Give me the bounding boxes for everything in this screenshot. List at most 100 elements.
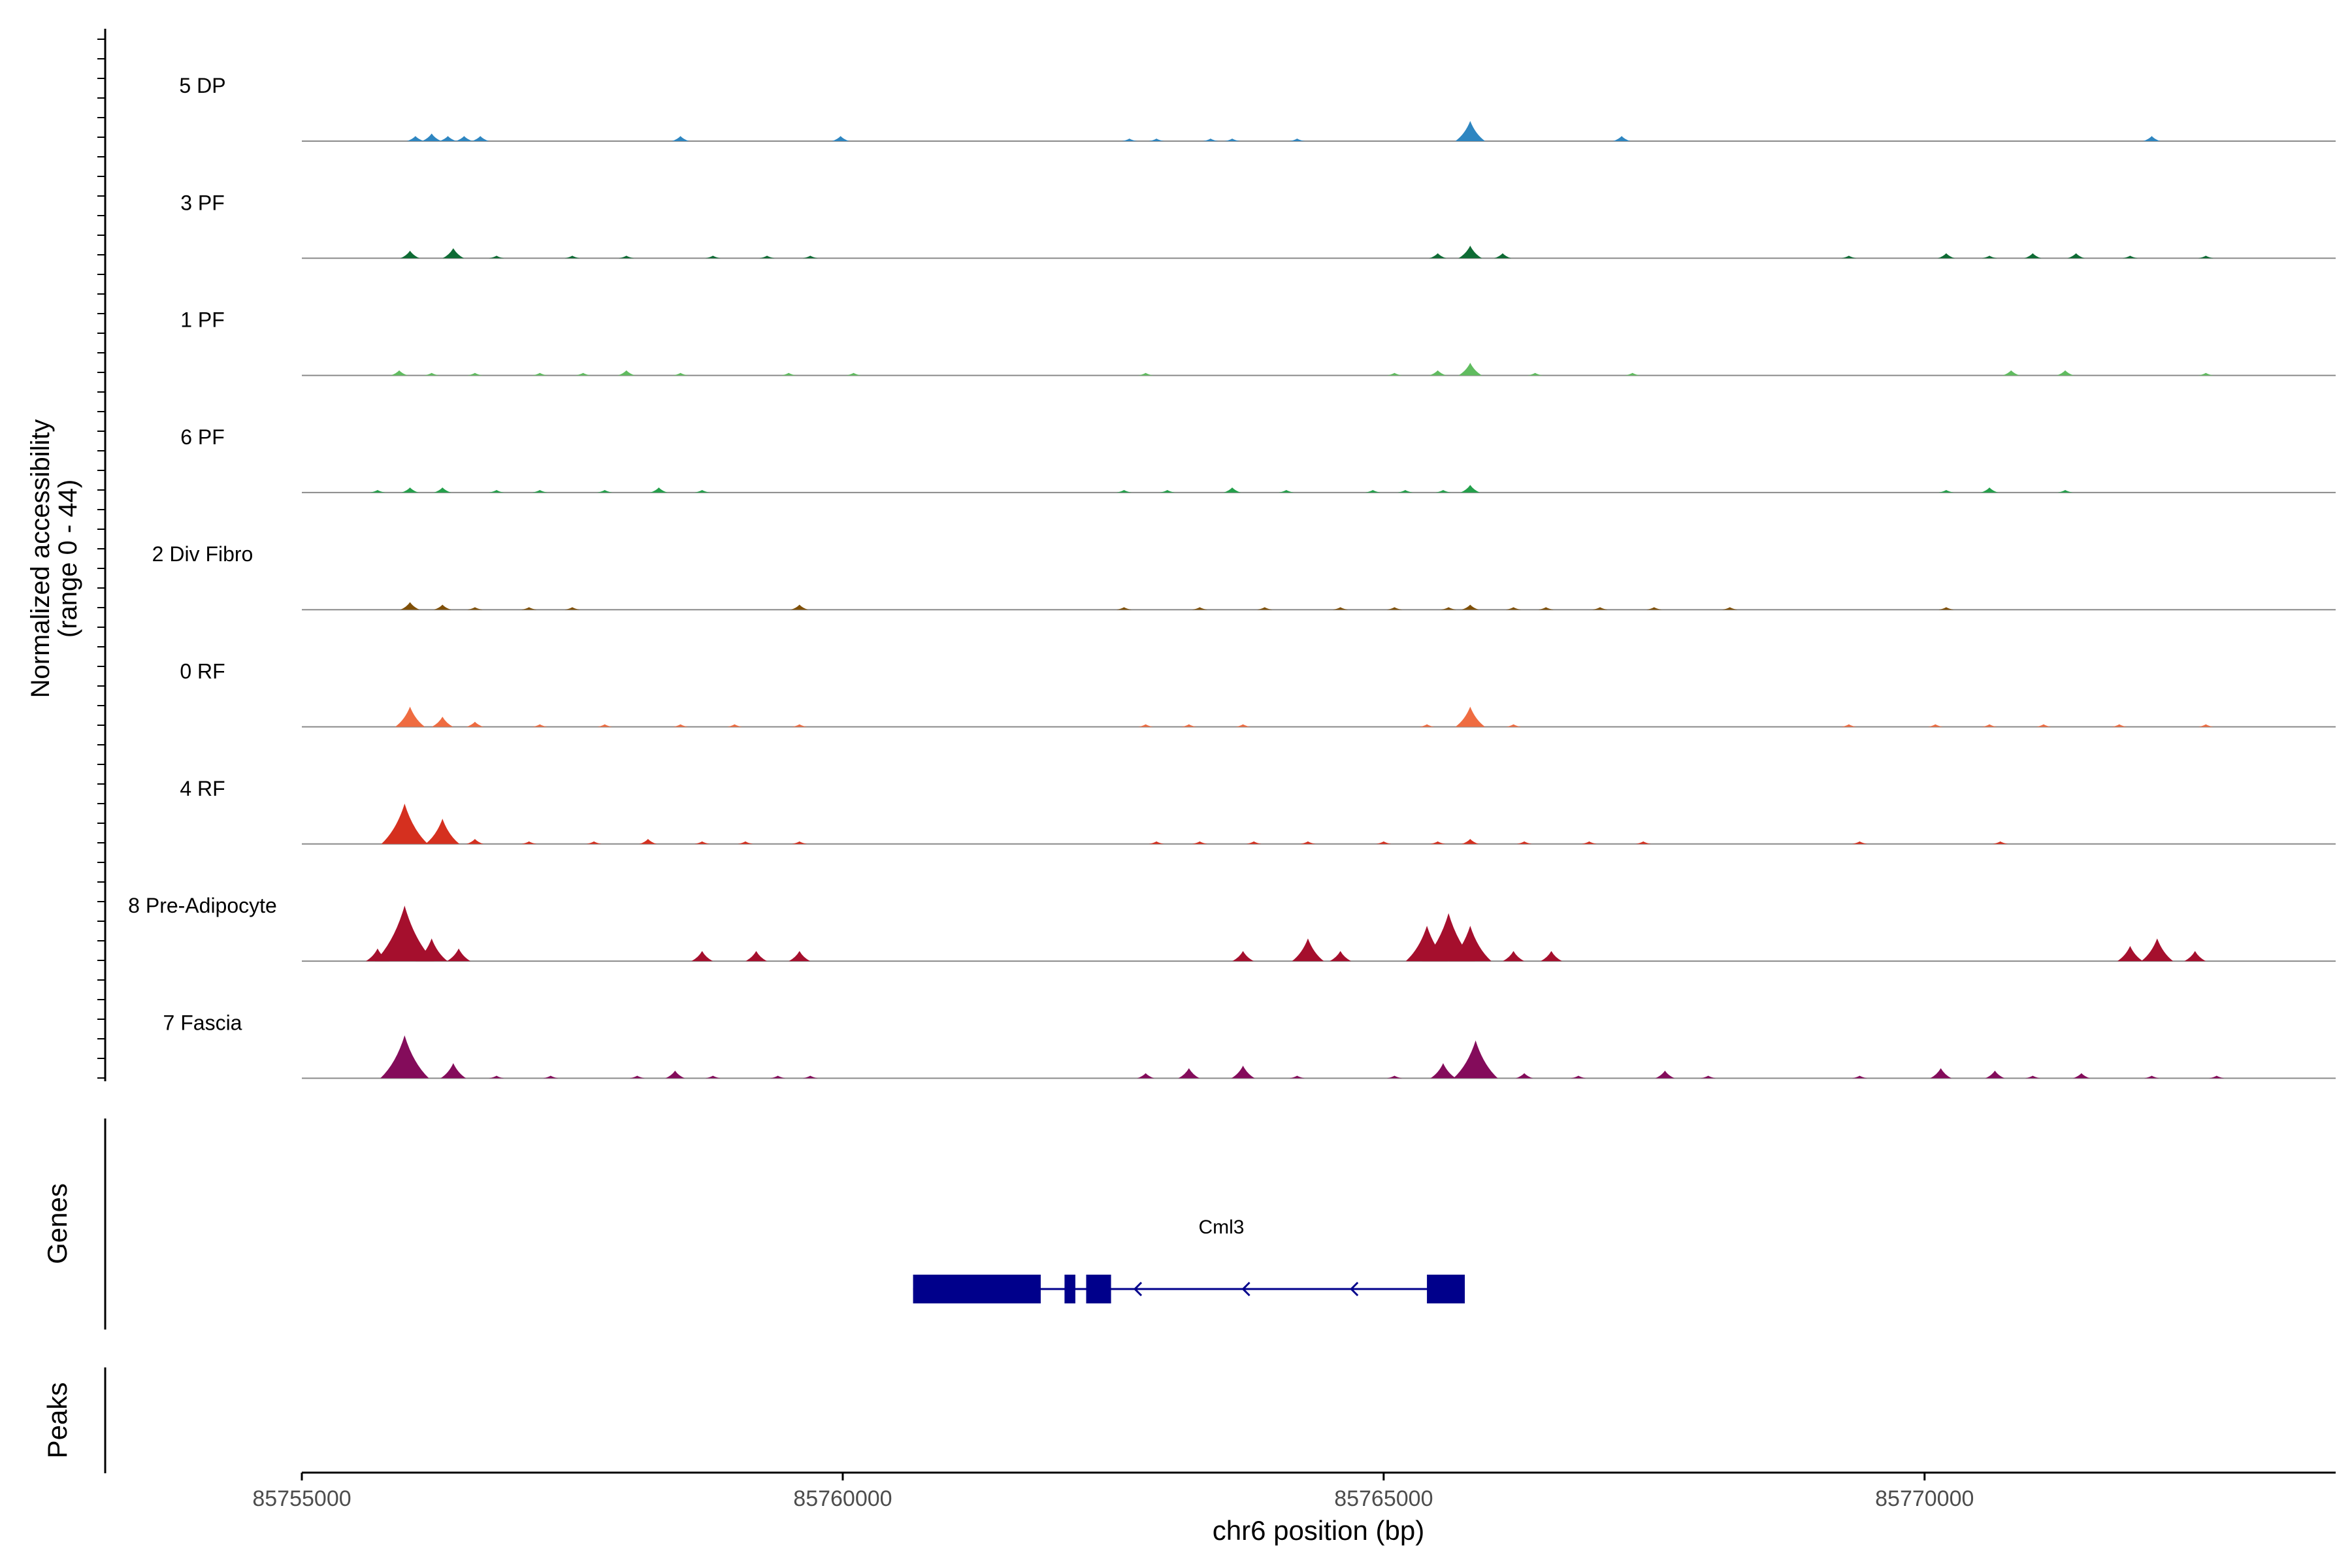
coverage-peak [619, 255, 634, 259]
coverage-peak [2184, 951, 2206, 962]
track-label: 5 DP [179, 74, 225, 97]
gene-exon [1427, 1275, 1465, 1303]
coverage-peak [727, 724, 742, 727]
coverage-peak [1938, 490, 1954, 493]
coverage-peak [1160, 490, 1175, 493]
coverage-peak [1982, 724, 1997, 727]
coverage-peak [1192, 607, 1207, 610]
coverage-peak [1516, 841, 1532, 844]
coverage-peak [1149, 139, 1164, 141]
coverage-peak [705, 255, 721, 259]
peaks-label: Peaks [42, 1382, 73, 1459]
coverage-peak [1841, 724, 1857, 727]
strand-arrow [1133, 1281, 1143, 1297]
x-tick-label: 85760000 [793, 1486, 892, 1511]
coverage-peak [1985, 1070, 2005, 1079]
genes-label: Genes [42, 1183, 73, 1264]
coverage-peak [400, 250, 420, 259]
track-1-pf: 1 PF [180, 308, 2336, 376]
gene-exon [1086, 1275, 1111, 1303]
coverage-peak [639, 839, 657, 844]
coverage-peak [1330, 951, 1352, 962]
coverage-peak [466, 721, 484, 727]
coverage-peak [1289, 139, 1305, 141]
coverage-peak [802, 1075, 818, 1079]
coverage-peak [543, 1075, 559, 1079]
track-label: 4 RF [180, 777, 225, 800]
coverage-peak [781, 372, 796, 376]
coverage-peak [1419, 724, 1435, 727]
x-axis-label: chr6 position (bp) [1213, 1515, 1425, 1546]
coverage-peak [1458, 245, 1482, 259]
coverage-peak [440, 1063, 466, 1079]
coverage-peak [1541, 951, 1562, 962]
coverage-peak [597, 490, 613, 493]
x-axis-ticks: 85755000 85760000 85765000 85770000 [252, 1473, 1974, 1511]
coverage-peak [2112, 724, 2127, 727]
y-axis-label-line2: (range 0 - 44) [54, 480, 82, 638]
coverage-peak [532, 490, 547, 493]
coverage-peak [1655, 1070, 1675, 1079]
track-7-fascia: 7 Fascia [163, 1011, 2336, 1079]
coverage-peak [489, 255, 504, 259]
coverage-peak [1192, 841, 1207, 844]
coverage-peak [1460, 485, 1480, 493]
coverage-peak [845, 372, 862, 376]
coverage-peak [650, 487, 668, 493]
gene-exon [1064, 1275, 1075, 1303]
coverage-peak [1571, 1075, 1586, 1079]
coverage-peak [770, 1075, 786, 1079]
coverage-peak [424, 372, 440, 376]
coverage-peak [1223, 487, 1241, 493]
coverage-peak [447, 948, 471, 962]
coverage-peak [1231, 1066, 1255, 1079]
track-2-div-fibro: 2 Div Fibro [152, 542, 2336, 611]
track-3-pf: 3 PF [180, 191, 2336, 259]
coverage-peak [1852, 841, 1868, 844]
coverage-tracks: 5 DP 3 PF 1 PF 6 PF 2 Div Fibro 0 RF 4 RF 8 Pre… [128, 74, 2336, 1079]
coverage-peak [400, 602, 420, 610]
coverage-peak [1581, 841, 1597, 844]
coverage-peak [434, 487, 451, 493]
track-label: 1 PF [180, 308, 225, 332]
coverage-peak [2122, 255, 2138, 259]
coverage-peak [1701, 1075, 1716, 1079]
coverage-peak [1149, 841, 1164, 844]
coverage-peak [1365, 490, 1380, 493]
coverage-peak [390, 370, 408, 376]
coverage-peak [2072, 1073, 2091, 1079]
coverage-peak [1646, 607, 1662, 610]
coverage-peak [1455, 706, 1486, 727]
track-label: 2 Div Fibro [152, 542, 253, 566]
coverage-peak [1181, 724, 1197, 727]
coverage-peak [1448, 926, 1492, 962]
coverage-peak [1235, 724, 1251, 727]
coverage-peak [1722, 607, 1738, 610]
coverage-peak [416, 938, 448, 962]
coverage-peak [1538, 607, 1554, 610]
coverage-peak [380, 1035, 429, 1079]
coverage-peak [1386, 372, 1403, 376]
coverage-peak [832, 136, 849, 141]
coverage-peak [375, 906, 434, 962]
track-8-pre-adipocyte: 8 Pre-Adipocyte [128, 894, 2336, 962]
strand-arrow [1350, 1281, 1359, 1297]
coverage-peak [789, 951, 811, 962]
coverage-peak [1927, 724, 1943, 727]
coverage-peak [2002, 370, 2020, 376]
gene-model [913, 1275, 1465, 1303]
coverage-peak [431, 717, 453, 727]
coverage-peak [489, 1075, 504, 1079]
coverage-peak [1122, 139, 1137, 141]
coverage-peak [791, 604, 808, 610]
coverage-peak [1300, 841, 1316, 844]
coverage-peak [521, 841, 537, 844]
coverage-peak [1841, 255, 1857, 259]
coverage-peak [467, 607, 483, 610]
coverage-peak [1137, 1073, 1154, 1079]
coverage-peak [792, 724, 808, 727]
coverage-peak [2198, 724, 2213, 727]
gene-exon [913, 1275, 1041, 1303]
coverage-peak [425, 819, 460, 844]
coverage-peak [1515, 1073, 1533, 1079]
